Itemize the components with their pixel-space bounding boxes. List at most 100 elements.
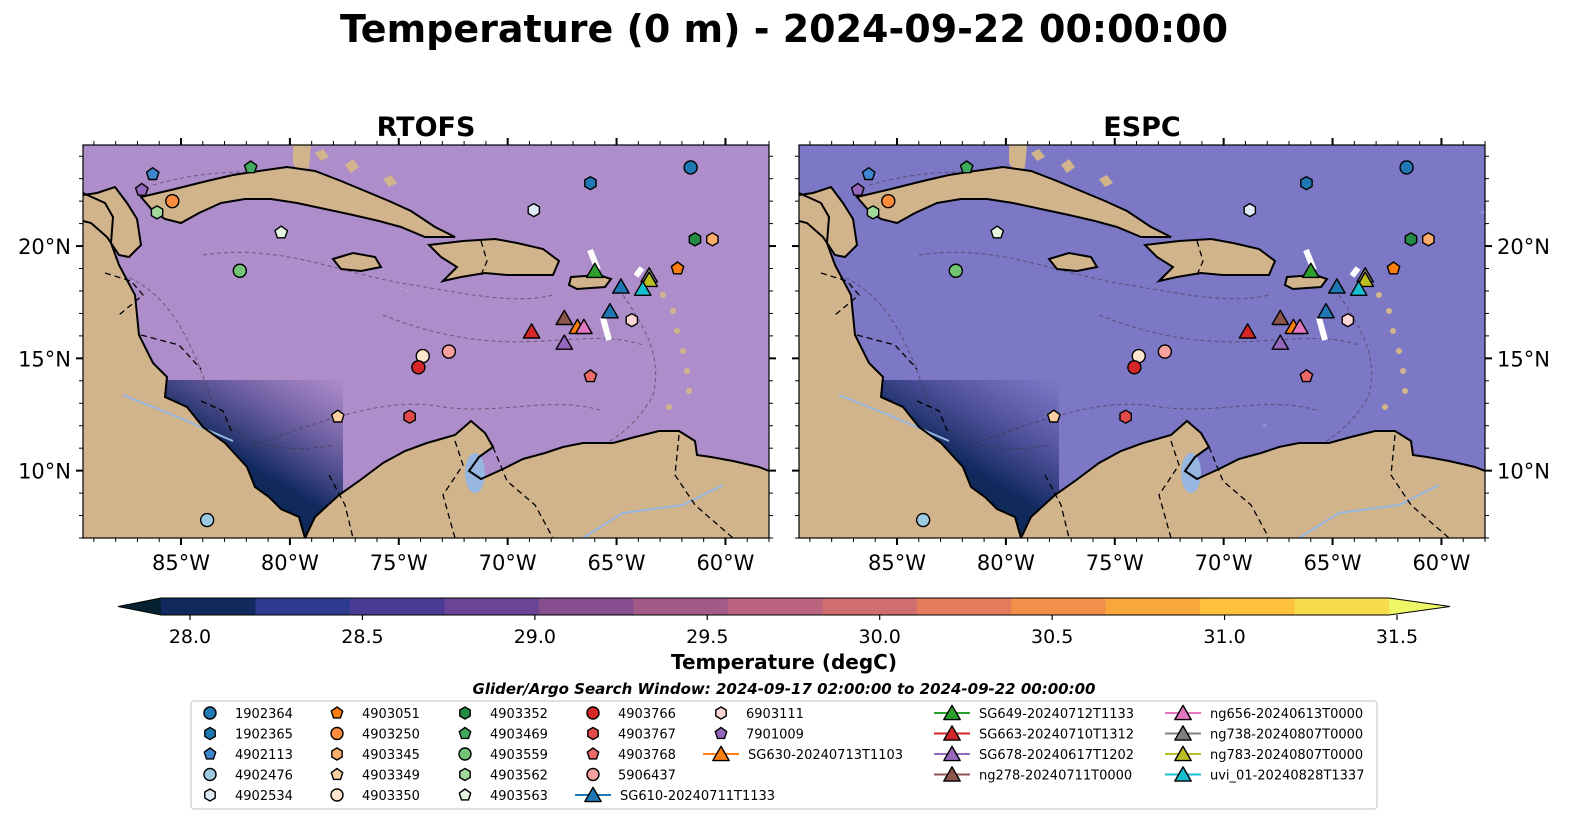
legend-marker xyxy=(203,706,217,720)
colorbar-tick-label: 31.5 xyxy=(1376,626,1418,648)
argo-float-4903352 xyxy=(688,232,702,247)
y-tick-label: 20°N xyxy=(18,235,71,259)
legend-marker xyxy=(1174,704,1192,721)
x-tick-label: 75°W xyxy=(1086,551,1144,575)
glider-ng656-20240613T0000 xyxy=(575,318,593,335)
colorbar-segment xyxy=(916,598,1012,615)
legend-label: 4903250 xyxy=(362,728,420,743)
legend-entry: 4903559 xyxy=(458,747,548,763)
x-tick-label: 60°W xyxy=(696,551,754,575)
colorbar-segment xyxy=(727,598,823,615)
legend-label: ng278-20240711T0000 xyxy=(979,769,1132,784)
legend-marker xyxy=(459,706,471,720)
legend-marker xyxy=(203,767,217,782)
argo-float-4903767 xyxy=(1119,409,1132,424)
legend-marker xyxy=(586,747,600,760)
argo-float-4903345 xyxy=(706,232,719,247)
colorbar-tick-label: 30.0 xyxy=(859,626,901,648)
y-tick-label: 10°N xyxy=(18,460,71,484)
legend-marker xyxy=(330,767,344,781)
argo-float-5906437 xyxy=(1157,344,1173,359)
legend-marker xyxy=(458,726,472,740)
legend-label: 5906437 xyxy=(618,769,676,784)
glider-ng783-20240807T0000 xyxy=(1356,271,1375,288)
colorbar-segment xyxy=(822,598,918,615)
legend-marker xyxy=(330,706,344,719)
x-tick-label: 75°W xyxy=(370,551,428,575)
legend-entry: 6903111 xyxy=(715,706,804,722)
legend-label: 4903766 xyxy=(618,707,676,722)
x-tick-label: 65°W xyxy=(1304,551,1362,575)
legend-label: 4903469 xyxy=(490,728,548,743)
argo-float-4903562 xyxy=(866,205,880,220)
argo-float-4903349 xyxy=(1046,409,1061,423)
legend-marker xyxy=(715,706,727,720)
legend-entry: SG610-20240711T1133 xyxy=(575,786,775,804)
legend-entry: 1902364 xyxy=(203,706,293,722)
panel-espc: ESPC 85°W 80°W 75°W 70°W 65°W 60°W 20°N 15°N 10°… xyxy=(792,112,1550,575)
legend-entry: 4902113 xyxy=(203,747,293,763)
legend-entry: 4903469 xyxy=(458,726,548,743)
legend-entry: 4902534 xyxy=(204,788,293,804)
argo-float-1902365 xyxy=(584,176,597,191)
glider-ng278-20240711T0000 xyxy=(1271,309,1290,326)
map-frame-rtofs xyxy=(82,144,770,539)
glider-track xyxy=(1349,266,1361,278)
legend-label: ng738-20240807T0000 xyxy=(1210,728,1363,743)
colorbar: 28.0 28.5 29.0 29.5 30.0 30.5 31.0 31.5 Tempera… xyxy=(117,597,1451,674)
argo-float-4903563 xyxy=(990,225,1005,239)
legend-entry: 4903349 xyxy=(330,767,420,784)
legend-label: SG630-20240713T1103 xyxy=(748,748,903,763)
glider-uvi_01-20240828T1337 xyxy=(1349,280,1368,296)
legend-entry: 4903766 xyxy=(586,706,676,722)
legend-entry: 4903051 xyxy=(330,706,420,722)
glider-track xyxy=(1316,317,1328,341)
legend-label: SG678-20240617T1202 xyxy=(979,748,1134,763)
argo-float-4903469 xyxy=(959,160,974,174)
legend-entry: ng738-20240807T0000 xyxy=(1165,725,1363,743)
glider-SG610-20240711T1133 xyxy=(1317,302,1335,319)
argo-float-7901009 xyxy=(134,182,149,196)
legend-marker xyxy=(712,745,730,762)
legend-items: 1902364 1902365 4902113 4902476 4902534 49030… xyxy=(203,704,1364,804)
legend-marker xyxy=(586,706,600,720)
panel-title-rtofs: RTOFS xyxy=(377,112,476,143)
legend-entry: 4903767 xyxy=(587,726,676,743)
legend-entry: ng278-20240711T0000 xyxy=(934,766,1132,784)
argo-float-4903562 xyxy=(150,205,164,220)
argo-float-4902113 xyxy=(145,167,160,181)
argo-float-4903766 xyxy=(411,360,426,375)
argo-float-1902364 xyxy=(1399,160,1414,175)
legend-entry: 4903563 xyxy=(458,788,548,804)
river xyxy=(582,484,724,538)
argo-float-1902364 xyxy=(683,160,698,175)
argo-float-4903768 xyxy=(1299,369,1314,383)
argo-float-4903349 xyxy=(330,409,345,423)
legend-label: 4903767 xyxy=(618,728,676,743)
colorbar-tick-label: 30.5 xyxy=(1031,626,1073,648)
colorbar-segment xyxy=(1105,598,1201,615)
figure-title: Temperature (0 m) - 2024-09-22 00:00:00 xyxy=(340,7,1228,51)
legend-marker xyxy=(1174,725,1192,741)
legend-entry: 4903345 xyxy=(331,747,420,763)
legend-label: SG663-20240710T1312 xyxy=(979,728,1134,743)
legend-marker xyxy=(204,788,216,802)
colorbar-outline xyxy=(117,597,1451,616)
legend-marker xyxy=(584,786,602,803)
legend-marker xyxy=(943,745,961,762)
argo-float-1902365 xyxy=(1300,176,1313,191)
argo-float-4903051 xyxy=(670,261,685,275)
argo-float-4903345 xyxy=(1422,232,1435,247)
legend-label: 7901009 xyxy=(746,728,804,743)
argo-float-4903469 xyxy=(243,160,258,174)
argo-float-6903111 xyxy=(1341,313,1355,328)
y-tick-label: 15°N xyxy=(18,347,71,371)
glider-track xyxy=(600,317,612,341)
colorbar-segment xyxy=(349,598,445,615)
glider-track xyxy=(633,266,645,278)
legend-marker xyxy=(330,788,344,802)
x-tick-label: 70°W xyxy=(479,551,537,575)
legend-label: uvi_01-20240828T1337 xyxy=(1210,769,1364,784)
colorbar-segment xyxy=(1011,598,1107,615)
x-tick-label: 70°W xyxy=(1195,551,1253,575)
